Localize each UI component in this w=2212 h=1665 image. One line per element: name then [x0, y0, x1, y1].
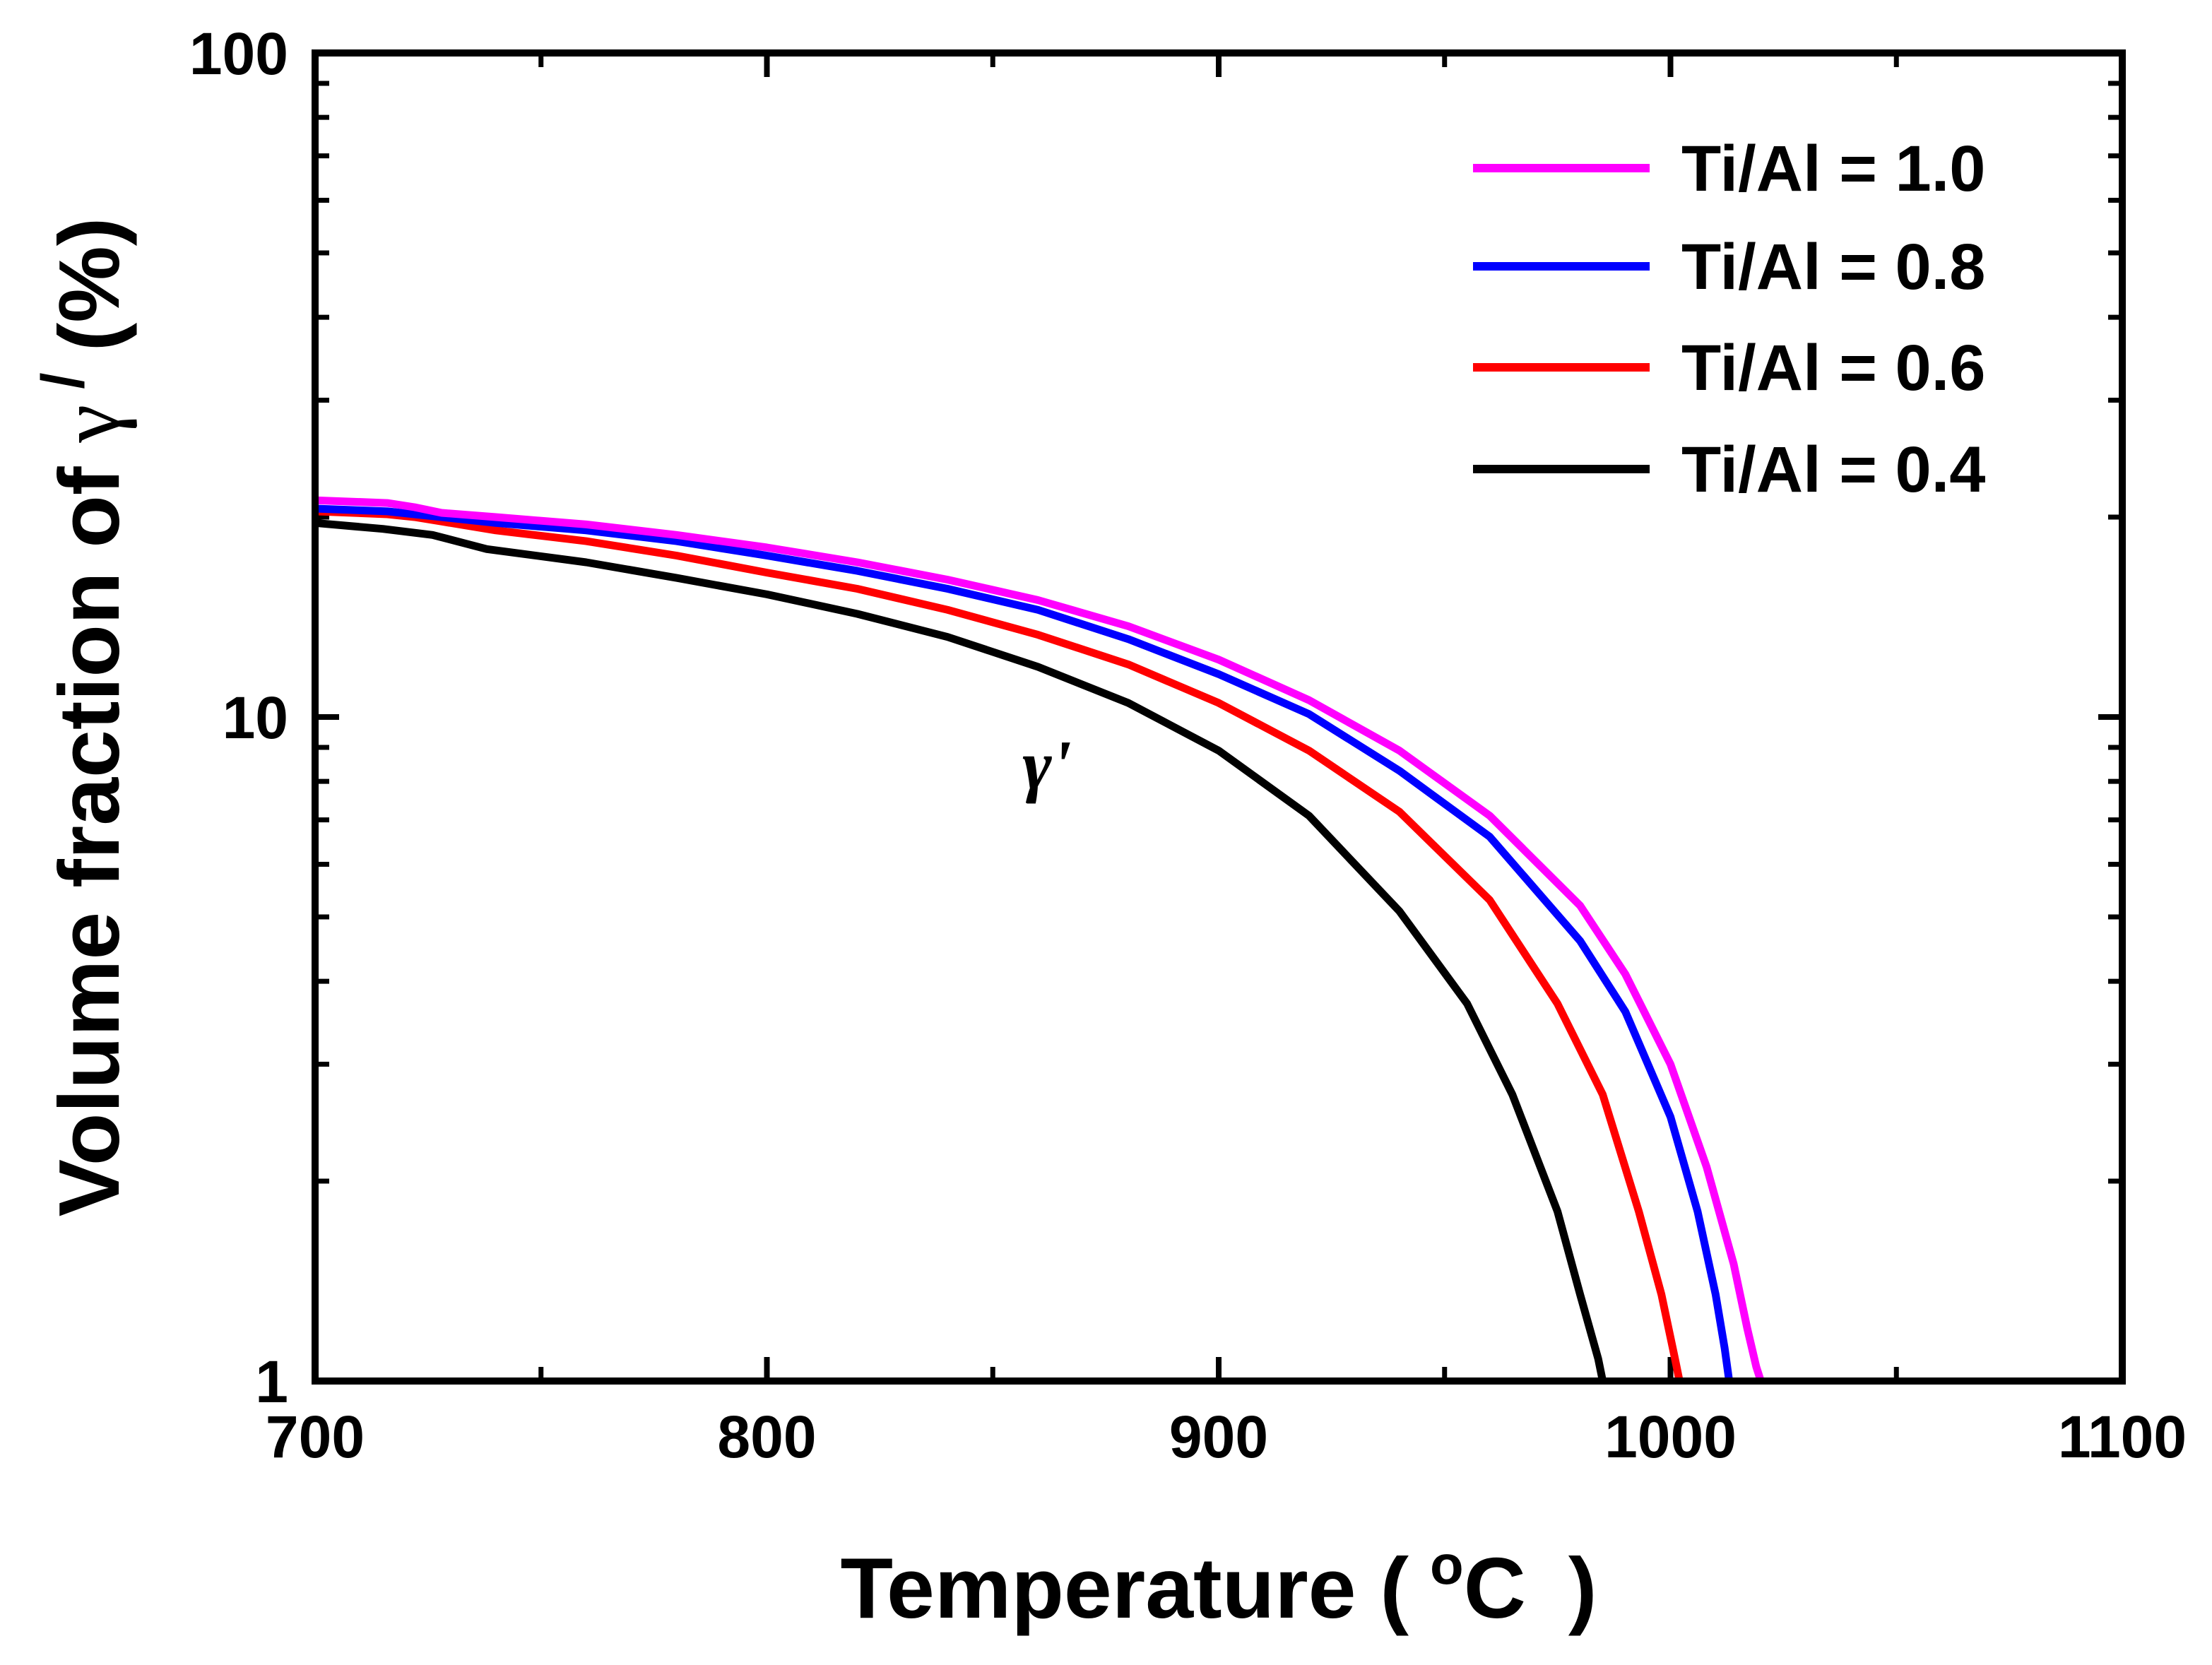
legend-label-ti-al-0-6: Ti/Al = 0.6 [1681, 332, 1985, 404]
y-tick-label: 10 [223, 685, 288, 751]
y-tick-label: 1 [255, 1349, 288, 1415]
x-axis-degree: o [1430, 1534, 1464, 1596]
y-axis-title-prefix: Volume fraction of [41, 443, 137, 1217]
x-axis-title: Temperature ( oC) [841, 1534, 1597, 1636]
x-axis-unit: C [1464, 1540, 1526, 1636]
series-line-ti-al-0-6 [314, 507, 1684, 1382]
y-axis-gamma-symbol: γ [42, 405, 138, 444]
gamma-prime-annotation: γ' [1022, 726, 1071, 805]
x-axis-title-prefix: Temperature ( [841, 1540, 1409, 1636]
series-line-ti-al-0-8 [314, 504, 1734, 1382]
series-line-ti-al-1-0 [314, 496, 1765, 1382]
x-tick-label: 800 [717, 1404, 816, 1470]
x-tick-label: 1100 [2058, 1404, 2187, 1470]
y-axis-prime: / [30, 372, 96, 389]
plot-frame [312, 49, 2126, 1385]
legend-label-ti-al-1-0: Ti/Al = 1.0 [1681, 133, 1985, 205]
y-tick-label: 100 [189, 20, 288, 87]
x-axis-title-suffix: ) [1568, 1540, 1597, 1636]
x-tick-label: 900 [1169, 1404, 1268, 1470]
series-line-ti-al-0-4 [314, 519, 1607, 1382]
legend-label-ti-al-0-8: Ti/Al = 0.8 [1681, 231, 1985, 303]
series-lines [314, 496, 1765, 1382]
legend: Ti/Al = 1.0 Ti/Al = 0.8 Ti/Al = 0.6 Ti/A… [1473, 133, 1985, 506]
y-axis-title: Volume fraction of γ / (%) [30, 218, 138, 1217]
y-axis-title-suffix: (%) [41, 218, 137, 352]
tick-labels: 700 800 900 1000 1100 1 10 100 [189, 20, 2187, 1470]
legend-label-ti-al-0-4: Ti/Al = 0.4 [1681, 434, 1985, 506]
x-tick-label: 1000 [1604, 1404, 1737, 1470]
x-tick-label: 700 [266, 1404, 365, 1470]
